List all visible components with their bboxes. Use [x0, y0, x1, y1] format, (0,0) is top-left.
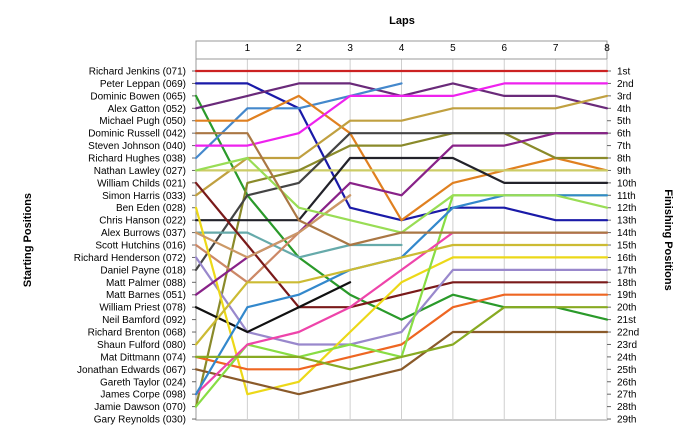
finishing-position-label: 4th	[617, 104, 631, 115]
starting-position-label: James Corpe (098)	[100, 390, 186, 401]
finishing-position-label: 27th	[617, 390, 636, 401]
finishing-position-label: 22nd	[617, 328, 639, 339]
series-line-14	[194, 194, 352, 284]
x-tick-label: 1	[245, 43, 251, 54]
series-line-12	[194, 156, 609, 222]
starting-position-label: Jonathan Edwards (067)	[77, 365, 186, 376]
series-line-18	[194, 206, 609, 396]
series-line-15	[194, 181, 609, 309]
finishing-position-label: 29th	[617, 415, 636, 426]
x-tick-label: 7	[553, 43, 559, 54]
finishing-position-label: 19th	[617, 290, 636, 301]
left-axis-title: Starting Positions	[22, 193, 34, 287]
finishing-position-label: 1st	[617, 67, 631, 78]
starting-position-label: Dominic Bowen (065)	[90, 91, 186, 102]
finishing-position-label: 7th	[617, 141, 631, 152]
x-tick-label: 3	[347, 43, 353, 54]
starting-position-label: Richard Hughes (038)	[88, 154, 186, 165]
starting-position-label: Gary Reynolds (030)	[94, 415, 186, 426]
finishing-position-label: 9th	[617, 166, 631, 177]
starting-position-label: Scott Hutchins (016)	[95, 241, 186, 252]
finishing-position-label: 10th	[617, 178, 636, 189]
starting-position-label: Jamie Dawson (070)	[94, 402, 186, 413]
starting-position-label: Alex Burrows (037)	[101, 228, 186, 239]
starting-position-label: Neil Bamford (092)	[102, 315, 186, 326]
starting-position-label: Shaun Fulford (080)	[97, 340, 186, 351]
series-line-5	[194, 82, 403, 160]
series-line-29	[194, 306, 609, 371]
series-line-24	[194, 243, 609, 346]
x-tick-label: 5	[450, 43, 456, 54]
starting-position-label: William Childs (021)	[97, 178, 186, 189]
series-line-16	[194, 256, 609, 346]
series-line-8	[194, 94, 609, 197]
x-tick-label: 2	[296, 43, 302, 54]
finishing-position-label: 20th	[617, 303, 636, 314]
finishing-position-label: 8th	[617, 154, 631, 165]
finishing-position-label: 15th	[617, 241, 636, 252]
starting-position-label: Alex Gatton (052)	[108, 104, 186, 115]
starting-position-label: Simon Harris (033)	[102, 191, 186, 202]
starting-position-label: William Priest (078)	[99, 303, 186, 314]
finishing-position-label: 2nd	[617, 79, 634, 90]
right-axis-title: Finishing Positions	[662, 189, 674, 290]
starting-position-label: Dominic Russell (042)	[88, 129, 186, 140]
starting-position-label: Steven Johnson (040)	[88, 141, 186, 152]
starting-position-label: Michael Pugh (050)	[99, 116, 186, 127]
text-layer: Laps Starting Positions Finishing Positi…	[22, 15, 674, 426]
finishing-position-label: 5th	[617, 116, 631, 127]
series-line-13	[194, 231, 403, 259]
series-line-28	[194, 132, 609, 247]
finishing-position-label: 25th	[617, 365, 636, 376]
grid-layer	[192, 40, 611, 421]
finishing-position-label: 12th	[617, 203, 636, 214]
x-axis-title: Laps	[389, 15, 415, 27]
x-tick-label: 6	[501, 43, 507, 54]
finishing-position-label: 18th	[617, 278, 636, 289]
x-tick-label: 8	[604, 43, 610, 54]
series-line-19	[194, 293, 609, 371]
starting-position-label: Ben Eden (028)	[116, 203, 186, 214]
starting-position-label: Richard Henderson (072)	[74, 253, 186, 264]
starting-position-label: Richard Brenton (068)	[88, 328, 186, 339]
finishing-position-label: 28th	[617, 402, 636, 413]
starting-position-label: Daniel Payne (018)	[100, 265, 186, 276]
series-line-7	[194, 82, 609, 147]
finishing-position-label: 23rd	[617, 340, 637, 351]
series-line-10	[194, 132, 609, 408]
finishing-position-label: 21st	[617, 315, 636, 326]
starting-position-label: Chris Hanson (022)	[99, 216, 186, 227]
series-layer	[194, 69, 609, 408]
finishing-position-label: 16th	[617, 253, 636, 264]
finishing-position-label: 24th	[617, 352, 636, 363]
series-line-20	[194, 330, 609, 396]
starting-position-label: Matt Barnes (051)	[106, 290, 186, 301]
starting-position-label: Mat Dittmann (074)	[100, 352, 186, 363]
finishing-position-label: 3rd	[617, 91, 631, 102]
finishing-position-label: 14th	[617, 228, 636, 239]
finishing-position-label: 26th	[617, 377, 636, 388]
series-line-11	[194, 132, 609, 271]
x-tick-label: 4	[399, 43, 405, 54]
starting-position-label: Richard Jenkins (071)	[89, 67, 186, 78]
finishing-position-label: 6th	[617, 129, 631, 140]
finishing-position-label: 17th	[617, 265, 636, 276]
starting-position-label: Nathan Lawley (027)	[94, 166, 186, 177]
finishing-position-label: 11th	[617, 191, 636, 202]
finishing-position-label: 13th	[617, 216, 636, 227]
starting-position-label: Peter Leppan (069)	[100, 79, 186, 90]
starting-position-label: Gareth Taylor (024)	[100, 377, 186, 388]
starting-position-label: Matt Palmer (088)	[106, 278, 186, 289]
series-line-6	[194, 94, 609, 222]
series-line-17	[194, 281, 352, 334]
